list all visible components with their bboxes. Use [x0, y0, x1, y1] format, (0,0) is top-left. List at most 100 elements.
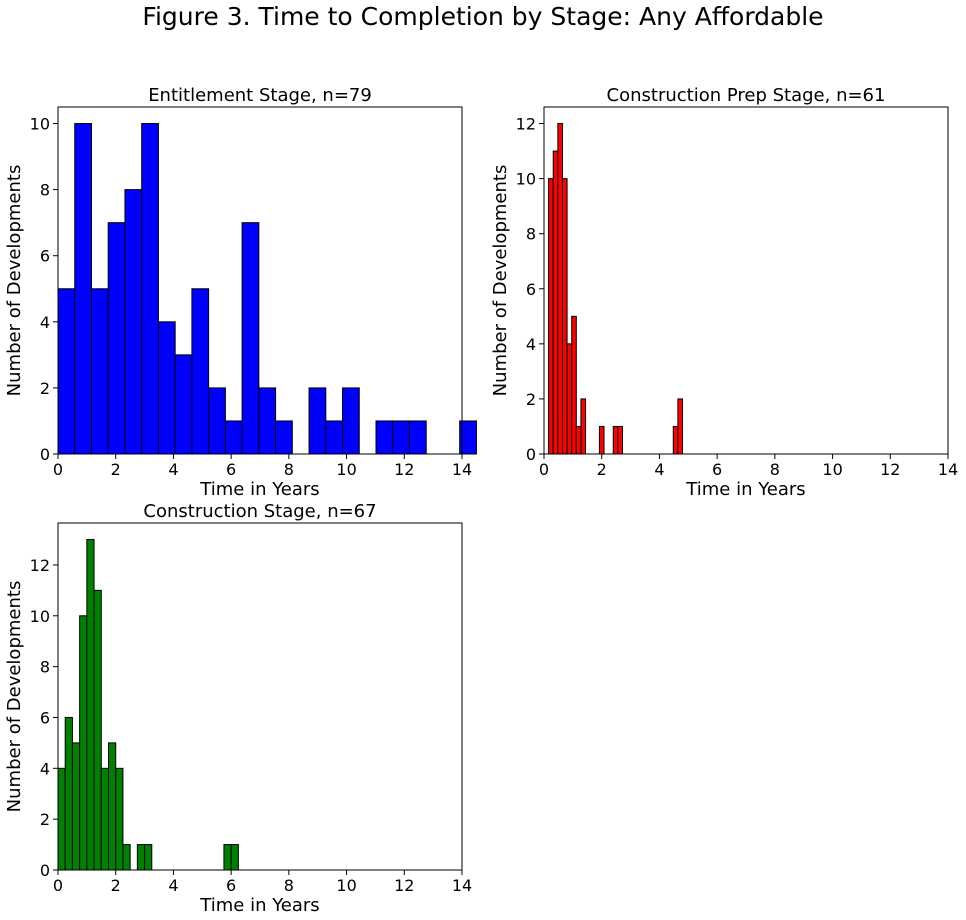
- y-tick-label: 2: [40, 379, 50, 398]
- figure-title: Figure 3. Time to Completion by Stage: A…: [142, 2, 824, 31]
- plot-frame: [543, 106, 949, 455]
- x-tick-label: 2: [597, 460, 607, 479]
- y-tick-label: 6: [40, 247, 50, 266]
- histogram-bar: [107, 222, 126, 455]
- histogram-bar: [548, 178, 554, 455]
- chart-panel-1: Entitlement Stage, n=79 0 2 4 6 8 10 12 14 0 2 4 6 8 1…: [4, 85, 477, 500]
- y-tick-label: 8: [526, 225, 536, 244]
- histogram-bar: [392, 420, 410, 455]
- y-tick-label: 10: [30, 607, 50, 626]
- x-tick-label: 0: [53, 460, 63, 479]
- x-tick-label: 6: [712, 460, 722, 479]
- x-tick-label: 4: [654, 460, 664, 479]
- histogram-bar: [230, 844, 239, 871]
- histogram-bar: [115, 767, 124, 871]
- histogram-bar: [598, 425, 605, 455]
- y-tick-label: 0: [40, 861, 50, 880]
- x-tick-label: 4: [168, 876, 178, 895]
- chart-title: Entitlement Stage, n=79: [148, 85, 372, 106]
- y-tick-label: 4: [40, 313, 50, 332]
- histogram-bar: [275, 420, 293, 455]
- y-tick-label: 12: [516, 115, 536, 134]
- histogram-bar: [677, 398, 684, 455]
- histogram-bar: [557, 123, 563, 455]
- chart-panel-3: Construction Stage, n=67 0 2 4 6 8 10 12 14 0 2 4 6 8…: [4, 501, 472, 916]
- chart-panel-2: Construction Prep Stage, n=61 0 2 4 6 8 10 12 14…: [490, 85, 958, 500]
- x-tick-label: 0: [539, 460, 549, 479]
- histogram-bar: [224, 420, 243, 455]
- histogram-bar: [223, 844, 232, 871]
- histogram-bar: [86, 539, 95, 871]
- y-tick-label: 10: [516, 170, 536, 189]
- histogram-bar: [122, 844, 131, 871]
- x-tick-label: 2: [111, 876, 121, 895]
- histogram-bar: [108, 742, 117, 871]
- histogram-bar: [157, 321, 176, 455]
- histogram-bar: [575, 425, 582, 455]
- y-tick-label: 6: [40, 708, 50, 727]
- histogram-bar: [561, 178, 568, 455]
- x-tick-label: 0: [53, 876, 63, 895]
- histogram-bar: [124, 189, 143, 455]
- histogram-bar: [408, 420, 427, 455]
- histogram-bar: [90, 288, 109, 455]
- histogram-bar: [617, 425, 623, 455]
- x-tick-label: 4: [168, 460, 178, 479]
- x-tick-label: 12: [394, 876, 414, 895]
- histogram-bar: [191, 288, 210, 455]
- y-tick-label: 8: [40, 658, 50, 677]
- y-tick-label: 2: [40, 810, 50, 829]
- histogram-bar: [241, 222, 260, 455]
- y-tick-label: 10: [30, 115, 50, 134]
- x-tick-label: 2: [111, 460, 121, 479]
- plot-frame: [57, 106, 463, 455]
- histogram-bar: [459, 420, 477, 455]
- histogram-bar: [79, 615, 88, 871]
- x-tick-label: 10: [822, 460, 842, 479]
- x-tick-label: 14: [938, 460, 958, 479]
- x-tick-label: 12: [394, 460, 414, 479]
- x-tick-label: 8: [770, 460, 780, 479]
- x-tick-label: 14: [452, 460, 472, 479]
- chart-title: Construction Prep Stage, n=61: [607, 85, 886, 106]
- histogram-bar: [308, 387, 327, 455]
- histogram-bar: [375, 420, 394, 455]
- x-tick-label: 14: [452, 876, 472, 895]
- y-tick-label: 4: [526, 335, 536, 354]
- x-tick-label: 8: [284, 460, 294, 479]
- histogram-bar: [57, 288, 76, 455]
- x-tick-label: 10: [336, 460, 356, 479]
- histogram-bar: [612, 425, 619, 455]
- y-tick-label: 8: [40, 181, 50, 200]
- plot-frame: [57, 522, 463, 871]
- y-axis-label: Number of Developments: [4, 581, 25, 813]
- x-tick-label: 8: [284, 876, 294, 895]
- x-tick-label: 10: [336, 876, 356, 895]
- y-tick-label: 4: [40, 759, 50, 778]
- histogram-bar: [71, 742, 81, 871]
- histogram-bar: [342, 387, 360, 455]
- x-tick-label: 6: [226, 460, 236, 479]
- y-tick-label: 12: [30, 556, 50, 575]
- histogram-bar: [144, 844, 153, 871]
- histogram-bar: [141, 123, 159, 455]
- y-axis-label: Number of Developments: [4, 165, 25, 397]
- histogram-bar: [325, 420, 344, 455]
- x-axis-label: Time in Years: [685, 479, 805, 500]
- histogram-bar: [64, 716, 73, 871]
- y-tick-label: 0: [40, 445, 50, 464]
- chart-title: Construction Stage, n=67: [143, 501, 376, 522]
- histogram-bar: [174, 354, 193, 455]
- y-axis-label: Number of Developments: [490, 165, 511, 397]
- histogram-bar: [552, 150, 559, 455]
- histogram-bar: [57, 767, 66, 871]
- histogram-bar: [258, 387, 277, 455]
- histogram-bar: [571, 315, 577, 455]
- y-tick-label: 2: [526, 390, 536, 409]
- y-tick-label: 6: [526, 280, 536, 299]
- histogram-bar: [74, 123, 92, 455]
- histogram-bar: [93, 589, 102, 871]
- histogram-bar: [100, 767, 109, 871]
- histogram-bar: [566, 343, 573, 455]
